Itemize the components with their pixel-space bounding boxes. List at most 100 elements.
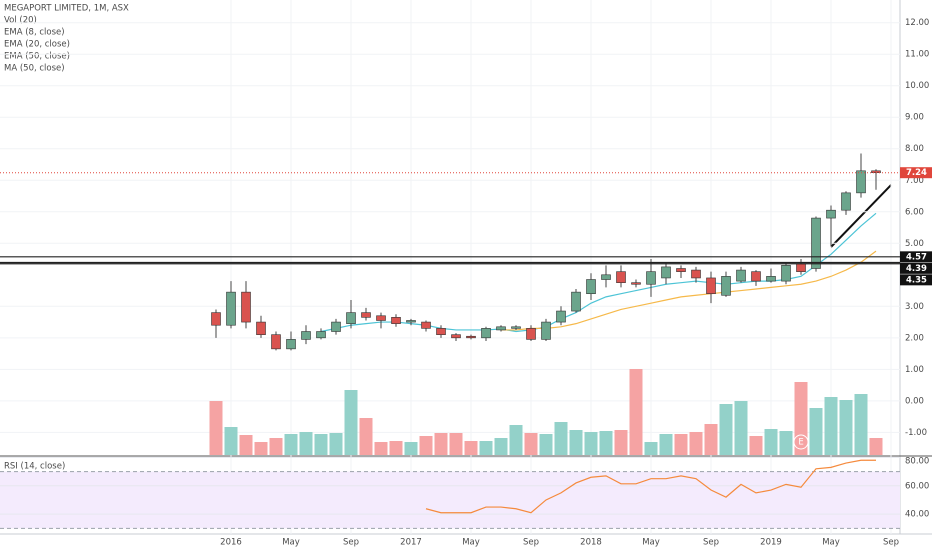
candle-body <box>496 326 506 331</box>
candle-body <box>571 291 581 312</box>
volume-bar <box>749 436 763 455</box>
volume-bar <box>239 435 253 455</box>
candle-body <box>781 265 791 282</box>
y-tick-label: 40.00 <box>905 510 929 520</box>
chart-title: MEGAPORT LIMITED, 1M, ASX <box>4 4 129 14</box>
y-tick-label: 1.00 <box>905 365 924 375</box>
volume-bar <box>839 400 853 455</box>
legend: MEGAPORT LIMITED, 1M, ASX Vol (20) EMA (8,… <box>4 4 129 74</box>
x-tick-label: Sep <box>523 538 539 548</box>
volume-bar <box>809 408 823 455</box>
volume-bar <box>674 434 688 455</box>
candle-body <box>721 276 731 296</box>
candle-body <box>586 279 596 295</box>
level-label: 4.35 <box>906 275 927 285</box>
last-price-bg <box>900 167 932 179</box>
x-tick-label: May <box>462 538 480 548</box>
x-tick-label: May <box>282 538 300 548</box>
y-tick-label: 5.00 <box>905 239 924 249</box>
x-tick-label: Sep <box>343 538 359 548</box>
candle-body <box>421 321 431 329</box>
legend-entry: MA (50, close) <box>4 64 65 74</box>
volume-bar <box>449 433 463 455</box>
candle-body <box>691 269 701 279</box>
y-tick-label: 10.00 <box>905 81 929 91</box>
candle-body <box>706 277 716 295</box>
candle-body <box>526 328 536 340</box>
volume-bar <box>599 431 613 455</box>
trend-line <box>830 184 892 248</box>
rsi-band <box>0 471 900 529</box>
x-tick-label: Sep <box>883 538 899 548</box>
earnings-label: E <box>798 438 803 448</box>
volume-bar <box>854 394 868 455</box>
candle-body <box>661 266 671 279</box>
candle-body <box>346 312 356 324</box>
volume-bar <box>644 442 658 455</box>
candle-body <box>391 317 401 324</box>
rsi-title: RSI (14, close) <box>4 462 65 472</box>
volume-bar <box>374 442 388 455</box>
volume-bar <box>569 430 583 455</box>
candle-body <box>556 310 566 323</box>
volume-bar <box>764 429 778 455</box>
rsi-line <box>425 459 876 514</box>
x-tick-label: 2016 <box>220 538 242 548</box>
x-tick-label: 2017 <box>400 538 422 548</box>
candle-body <box>601 274 611 280</box>
volume-bar <box>209 401 223 455</box>
candle-body <box>631 282 641 285</box>
y-tick-label: 8.00 <box>905 144 924 154</box>
candle-body <box>406 320 416 323</box>
y-tick-label: 9.00 <box>905 113 924 123</box>
volume-bar <box>734 401 748 455</box>
volume-bar <box>704 424 718 455</box>
volume-bar <box>224 427 238 455</box>
y-tick-label: 7.00 <box>905 176 924 186</box>
volume-bar <box>554 422 568 455</box>
level-label: 4.39 <box>906 264 927 274</box>
candle-body <box>376 315 386 321</box>
legend-entry: EMA (20, close) <box>4 40 70 50</box>
earnings-icon <box>793 434 809 450</box>
ema-line <box>501 250 877 331</box>
level-label-bg <box>900 262 932 274</box>
volume-bar <box>869 438 883 455</box>
candle-body <box>451 334 461 339</box>
candle-body <box>241 291 251 323</box>
candle-body <box>316 331 326 339</box>
volume-bar <box>824 397 838 455</box>
y-tick-label: 12.00 <box>905 18 929 28</box>
candle-body <box>481 328 491 339</box>
candle-body <box>646 271 656 285</box>
y-tick-label: 60.00 <box>905 481 929 491</box>
volume-bar <box>359 418 373 455</box>
x-tick-label: 2018 <box>580 538 602 548</box>
y-tick-label: 3.00 <box>905 302 924 312</box>
volume-bar <box>689 432 703 455</box>
volume-bar <box>464 441 478 455</box>
volume-bar <box>419 436 433 455</box>
y-tick-label: -1.00 <box>905 428 927 438</box>
candle-body <box>796 263 806 272</box>
legend-entry: EMA (50, close) <box>4 52 70 62</box>
volume-bar <box>479 441 493 455</box>
volume-bar <box>584 432 598 455</box>
volume-bar <box>284 434 298 455</box>
candle-body <box>301 331 311 340</box>
volume-bar <box>524 433 538 455</box>
candle-body <box>676 268 686 272</box>
volume-bar <box>509 425 523 455</box>
volume-bar <box>269 438 283 455</box>
candle-body <box>286 339 296 350</box>
candle-body <box>511 326 521 329</box>
volume-bar <box>719 404 733 455</box>
volume-bar <box>614 430 628 455</box>
candle-body <box>271 334 281 350</box>
candle-body <box>466 335 476 339</box>
candle-body <box>541 321 551 340</box>
y-tick-label: 11.00 <box>905 50 929 60</box>
